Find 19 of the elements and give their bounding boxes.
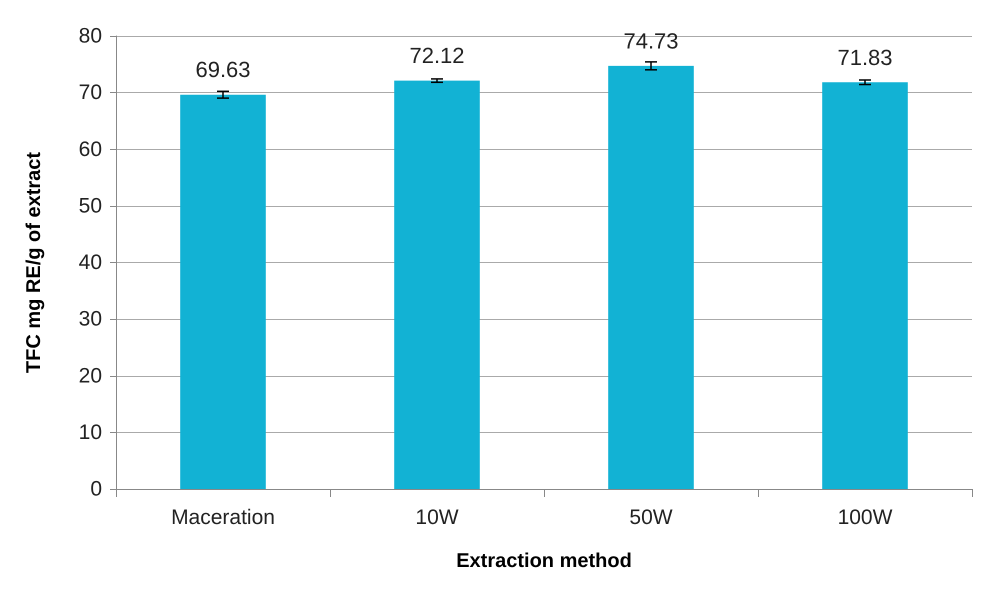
y-tick-label: 60	[78, 138, 102, 161]
data-label: 69.63	[195, 57, 251, 82]
y-axis-title: TFC mg RE/g of extract	[23, 152, 45, 374]
data-label: 74.73	[623, 28, 679, 54]
data-label: 71.83	[837, 44, 893, 70]
x-tick-label: Maceration	[171, 506, 275, 529]
x-tick-label: 50W	[629, 506, 673, 529]
y-tick-label: 30	[78, 308, 102, 331]
y-tick-label: 20	[78, 364, 102, 388]
data-label: 72.12	[409, 43, 465, 68]
y-tick-label: 70	[78, 81, 102, 104]
x-tick-label: 10W	[415, 506, 459, 529]
y-tick-label: 40	[78, 251, 102, 274]
y-tick-label: 0	[90, 478, 102, 500]
y-tick-label: 10	[78, 420, 102, 444]
x-tick-label: 100W	[838, 506, 893, 529]
x-axis-title: Extraction method	[456, 550, 632, 572]
y-tick-label: 50	[78, 194, 102, 218]
y-tick-label: 80	[78, 24, 102, 48]
